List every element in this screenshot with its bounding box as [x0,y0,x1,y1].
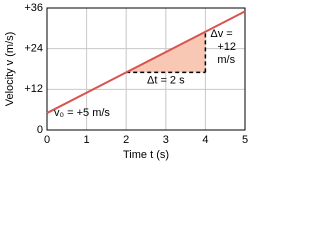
page: Velocity v (m/s) Time t (s) 0 1 2 3 4 5 0 +12 +2… [3,1,249,161]
y-tick-label: +24 [24,43,43,55]
chart: Velocity v (m/s) Time t (s) 0 1 2 3 4 5 0 +12 +2… [4,2,248,161]
y-tick-label: 0 [37,124,43,136]
x-axis-label: Time t (s) [123,149,169,161]
y-axis-label: Velocity v (m/s) [4,32,16,107]
x-tick-label: 5 [242,134,248,146]
annotation: v₀ = +5 m/s [54,107,110,119]
y-tick-label: +36 [24,2,43,14]
annotation: +12 [217,41,236,53]
y-tick-label: +12 [24,83,43,95]
annotation: Δv = [210,28,232,40]
x-tick-label: 3 [163,134,169,146]
velocity-line [46,10,246,114]
x-tick-label: 4 [202,134,208,146]
annotation: Δt = 2 s [147,74,185,86]
x-tick-label: 1 [84,134,90,146]
x-tick-label: 0 [44,134,50,146]
annotation: m/s [217,54,235,66]
x-tick-label: 2 [123,134,129,146]
plot-frame [46,7,246,131]
